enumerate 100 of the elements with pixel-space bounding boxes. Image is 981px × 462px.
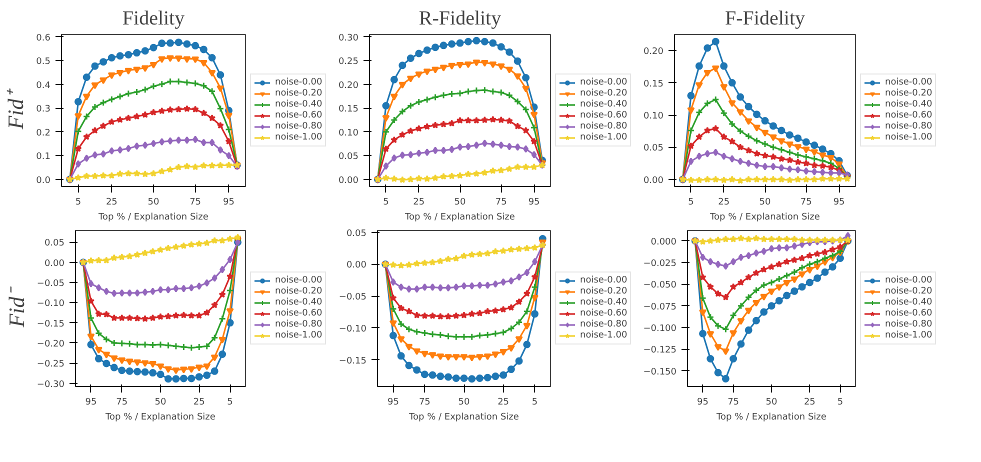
y-tick-label: 0.10 [643,112,664,122]
legend-label: noise-0.40 [275,100,322,110]
x-tick-label: 50 [458,398,470,408]
y-tick-label: 0.00 [346,260,367,271]
legend-label: noise-0.40 [275,298,322,308]
y-tick-label: 0.0 [36,176,51,186]
y-tick-label: 0.05 [338,152,359,162]
legend-label: noise-0.60 [275,308,322,318]
legend-label: noise-1.00 [275,330,322,340]
y-tick-label: 0.05 [346,228,367,239]
legend-label: noise-1.00 [885,132,932,142]
y-tick-label: 0.3 [36,104,51,115]
x-tick-label: 50 [454,198,466,208]
y-tick-label: −0.15 [338,356,367,366]
x-tick-label: 75 [800,198,812,208]
x-axis-title: Top % / Explanation Size [709,212,820,222]
x-tick-label: 25 [106,198,118,208]
legend-label: noise-0.20 [580,286,628,296]
x-tick-label: 5 [837,398,844,408]
x-tick-label: 75 [418,398,430,408]
x-tick-label: 5 [532,398,538,408]
y-tick-label: −0.10 [338,324,367,334]
legend-label: noise-0.40 [885,298,932,308]
x-tick-label: 25 [498,398,510,408]
x-tick-label: 5 [688,198,694,208]
legend-label: noise-1.00 [275,132,322,142]
y-axis-title: Fid⁻ [4,286,29,328]
y-tick-label: −0.05 [338,292,367,303]
legend-label: noise-0.60 [885,308,932,318]
y-tick-label: 0.00 [338,176,359,186]
legend-label: noise-0.40 [580,100,628,110]
legend-label: noise-0.20 [275,286,322,296]
legend-label: noise-0.80 [275,122,322,132]
y-tick-label: −0.30 [36,380,65,390]
legend-label: noise-1.00 [885,330,932,340]
x-axis-title: Top % / Explanation Size [716,412,827,422]
x-tick-label: 5 [75,198,82,208]
chart-title: R-Fidelity [418,8,502,30]
y-tick-label: 0.20 [643,47,664,58]
x-tick-label: 75 [190,198,202,208]
x-tick-label: 95 [223,198,234,208]
legend-label: noise-0.00 [275,78,322,88]
y-tick-label: 0.15 [643,79,664,90]
x-tick-label: 95 [833,198,845,208]
legend-label: noise-0.80 [580,122,628,132]
y-tick-label: −0.10 [36,299,65,310]
y-tick-label: 0.000 [650,237,677,248]
y-tick-label: −0.20 [36,339,65,350]
legend-label: noise-0.20 [275,88,322,98]
x-tick-label: 25 [718,198,730,208]
legend-label: noise-0.20 [885,88,932,98]
legend-label: noise-0.00 [885,276,932,286]
x-axis-title: Top % / Explanation Size [104,412,216,422]
legend-label: noise-0.00 [275,276,322,286]
x-tick-label: 5 [227,398,233,408]
x-tick-label: 95 [697,398,708,408]
y-tick-label: 0.15 [338,104,359,115]
y-tick-label: 0.05 [44,238,65,249]
x-axis-title: Top % / Explanation Size [408,412,520,422]
x-tick-label: 75 [728,398,740,408]
y-tick-label: 0.4 [36,80,51,91]
y-tick-label: 0.2 [36,128,51,138]
legend-label: noise-0.60 [885,110,932,120]
y-tick-label: −0.25 [36,360,65,370]
legend-label: noise-0.40 [580,298,628,308]
y-tick-label: 0.5 [36,57,51,68]
y-tick-label: 0.00 [44,258,65,269]
legend-label: noise-1.00 [580,330,628,340]
x-tick-label: 50 [766,398,778,408]
legend-label: noise-0.20 [885,286,932,296]
legend-label: noise-0.60 [580,308,628,318]
x-tick-label: 25 [413,198,425,208]
y-tick-label: 0.00 [643,176,664,186]
y-tick-label: −0.150 [643,367,677,378]
x-tick-label: 50 [759,198,771,208]
legend-label: noise-0.60 [275,110,322,120]
legend-label: noise-0.60 [580,110,628,120]
legend-label: noise-0.20 [580,88,628,98]
legend-label: noise-0.80 [580,320,628,330]
y-tick-label: −0.100 [643,324,677,334]
legend-label: noise-0.00 [580,78,628,88]
legend-label: noise-0.80 [885,320,932,330]
y-tick-label: 0.20 [338,80,359,91]
y-tick-label: 0.6 [36,33,51,44]
legend-label: noise-1.00 [580,132,628,142]
x-tick-label: 95 [85,398,97,408]
y-tick-label: −0.05 [36,279,65,289]
x-tick-label: 50 [154,398,166,408]
x-tick-label: 50 [148,198,160,208]
y-tick-label: −0.15 [36,319,65,330]
x-tick-label: 25 [804,398,816,408]
legend-label: noise-0.00 [885,78,932,88]
y-tick-label: −0.050 [643,280,677,291]
y-axis-title: Fid⁺ [3,88,28,130]
y-tick-label: −0.025 [643,259,677,270]
x-tick-label: 75 [495,198,507,208]
legend-label: noise-0.80 [885,122,932,132]
legend-label: noise-0.40 [885,100,932,110]
y-tick-label: 0.25 [338,57,359,68]
y-tick-label: 0.05 [643,144,664,154]
